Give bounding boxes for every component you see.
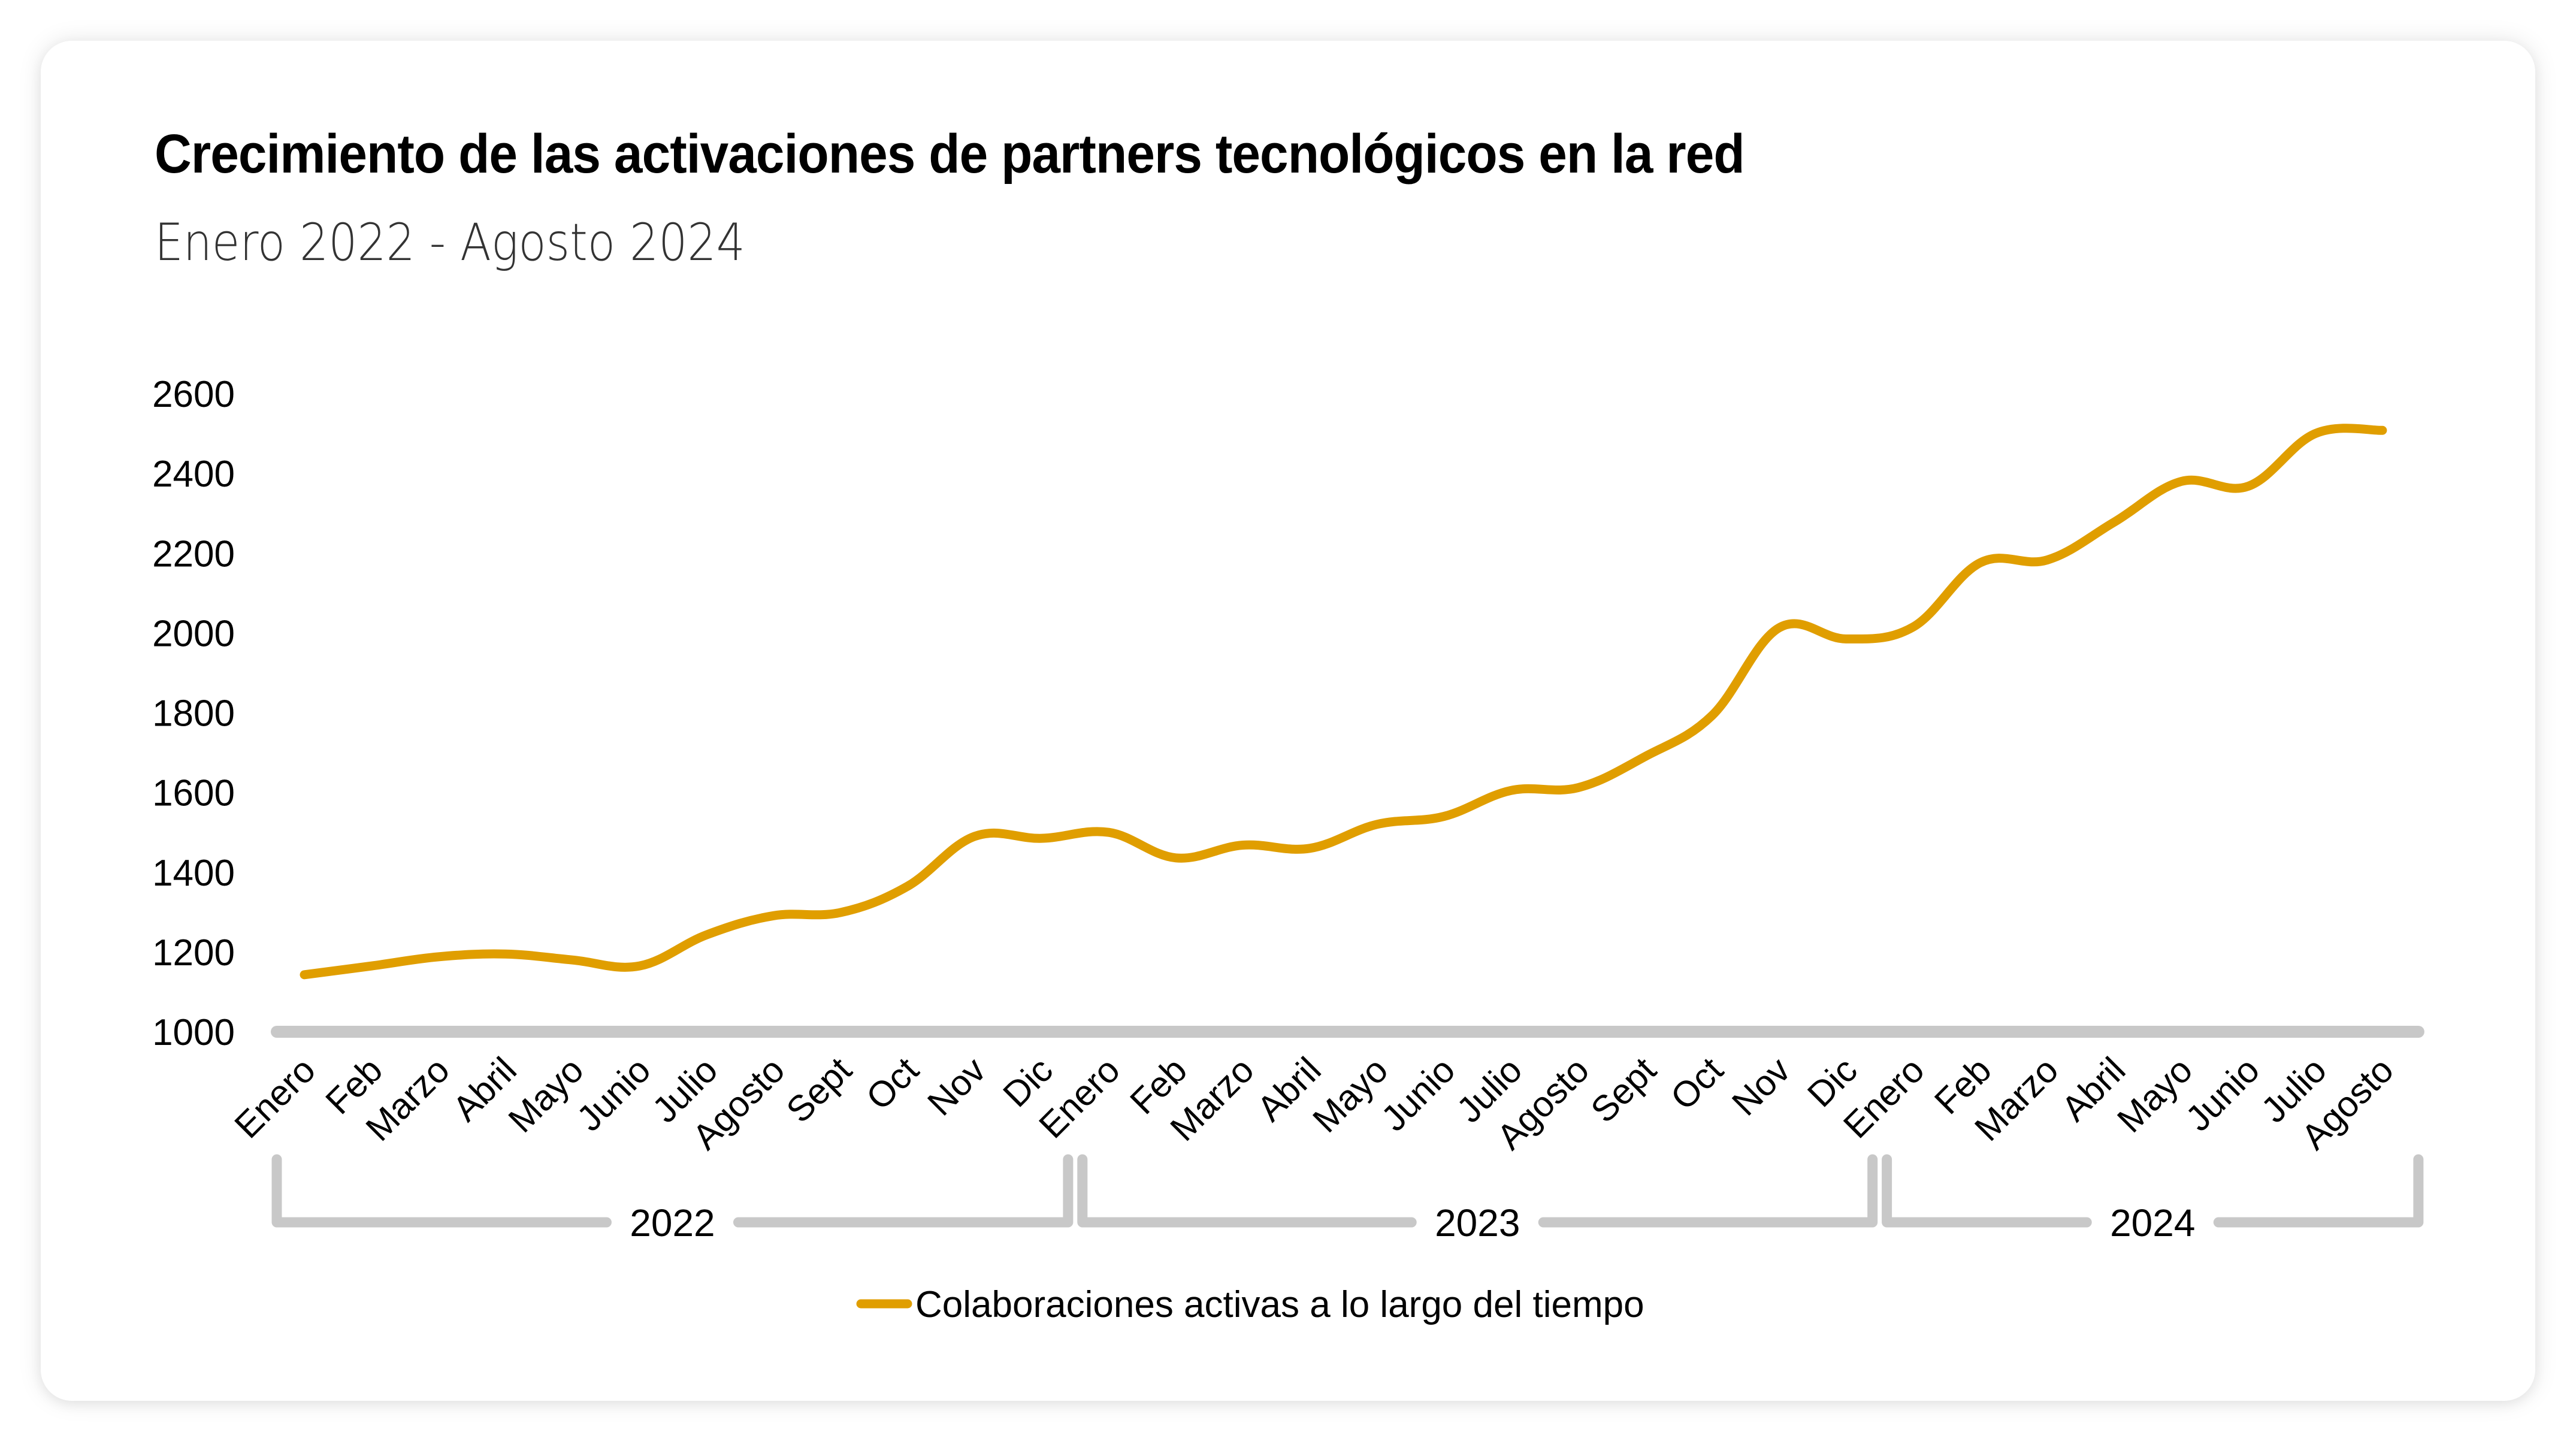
year-label: 2022 (630, 1201, 715, 1244)
x-axis-ticks: EneroFebMarzoAbrilMayoJunioJulioAgostoSe… (227, 1050, 2401, 1158)
x-tick-label: Junio (1374, 1050, 1463, 1139)
y-tick-label: 1600 (152, 773, 235, 814)
x-tick-label: Nov (920, 1050, 993, 1123)
legend: Colaboraciones activas a lo largo del ti… (856, 1284, 1644, 1325)
year-group-2023: 2023 (1077, 1154, 1878, 1244)
bracket-right (733, 1154, 1074, 1228)
x-tick-label: Oct (1663, 1050, 1731, 1118)
bracket-left (1077, 1154, 1417, 1228)
x-tick-label: Oct (858, 1050, 927, 1118)
year-group-2024: 2024 (1882, 1154, 2424, 1244)
y-tick-label: 1800 (152, 693, 235, 735)
year-groups: 2022 2023 2024 (271, 1154, 2424, 1244)
x-tick-label: Enero (227, 1050, 323, 1146)
year-group-2022: 2022 (271, 1154, 1074, 1244)
series-line (300, 424, 2387, 980)
x-tick-label: Sept (1583, 1050, 1664, 1131)
x-tick-label: Nov (1724, 1050, 1798, 1123)
y-tick-label: 1400 (152, 853, 235, 894)
x-tick-label: Mayo (2109, 1050, 2200, 1140)
y-tick-label: 2200 (152, 533, 235, 575)
y-tick-label: 2600 (152, 374, 235, 415)
bracket-right (2213, 1154, 2424, 1228)
chart-title: Crecimiento de las activaciones de partn… (155, 123, 1745, 185)
y-tick-label: 1200 (152, 932, 235, 974)
y-tick-label: 2400 (152, 454, 235, 495)
y-axis-ticks: 1000 1200 1400 1600 1800 2000 2200 2400 2600 (152, 374, 235, 1053)
chart-card (41, 41, 2535, 1401)
x-tick-label: Junio (569, 1050, 658, 1139)
year-label: 2023 (1435, 1201, 1520, 1244)
bracket-left (1882, 1154, 2092, 1228)
x-tick-label: Sept (779, 1050, 860, 1131)
x-tick-label: Mayo (501, 1050, 591, 1140)
x-tick-label: Mayo (1305, 1050, 1395, 1140)
bracket-left (271, 1154, 612, 1228)
chart-subtitle: Enero 2022 - Agosto 2024 (155, 213, 745, 273)
bracket-right (1538, 1154, 1878, 1228)
year-label: 2024 (2110, 1201, 2195, 1244)
y-tick-label: 2000 (152, 613, 235, 654)
x-tick-label: Junio (2178, 1050, 2267, 1139)
y-tick-label: 1000 (152, 1012, 235, 1053)
legend-label: Colaboraciones activas a lo largo del ti… (915, 1284, 1644, 1325)
